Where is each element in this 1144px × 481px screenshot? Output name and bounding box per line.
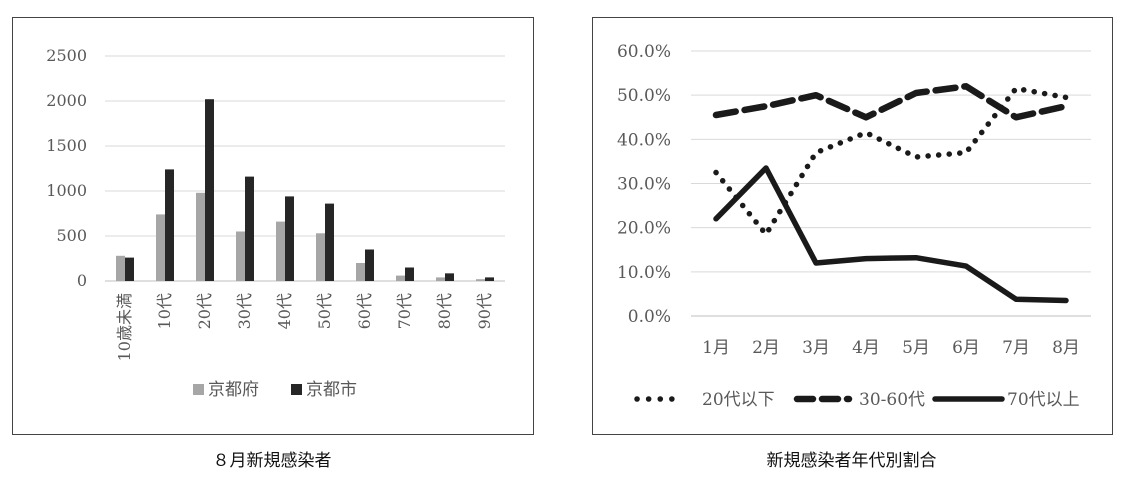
bar-kyoto-city (285, 196, 294, 281)
y-tick-label: 2000 (46, 91, 87, 110)
line-chart-panel: 0.0% 10.0% 20.0% 30.0% 40.0% 50.0% 60.0% 1月 2月 3月… (592, 17, 1113, 435)
x-category-label: 20代 (195, 293, 214, 329)
y-tick-label: 10.0% (617, 263, 671, 283)
legend-swatch (193, 384, 204, 395)
x-category-label: 10歳未満 (115, 293, 134, 361)
bar-kyoto-city (205, 99, 214, 281)
legend-label: 京都市 (306, 380, 357, 400)
series-line-solid (713, 165, 1069, 304)
x-category-label: 30代 (235, 293, 254, 329)
bar-kyoto-city (125, 257, 134, 281)
x-category-label: 2月 (752, 338, 780, 358)
y-tick-label: 20.0% (617, 219, 671, 239)
bar-kyoto-pref (156, 214, 165, 281)
x-category-label: 7月 (1002, 338, 1030, 358)
bar-kyoto-pref (396, 275, 405, 281)
x-category-label: 5月 (902, 338, 930, 358)
legend-label: 30-60代 (859, 390, 925, 410)
legend-swatch (291, 384, 302, 395)
bar-kyoto-pref (316, 233, 325, 281)
bar-kyoto-city (405, 267, 414, 281)
x-category-label: 90代 (475, 293, 494, 329)
x-category-label: 3月 (802, 338, 830, 358)
x-category-label: 10代 (155, 293, 174, 329)
bar-chart: 0 500 1000 1500 2000 2500 10歳未満 10代 20代 30代 40代 50代… (46, 46, 505, 400)
bar-kyoto-city (245, 176, 254, 281)
series-line-dotted (713, 85, 1069, 238)
y-tick-label: 500 (56, 226, 87, 245)
bar-kyoto-city (325, 203, 334, 281)
y-tick-label: 60.0% (617, 42, 671, 62)
line-chart: 0.0% 10.0% 20.0% 30.0% 40.0% 50.0% 60.0% 1月 2月 3月… (617, 42, 1091, 410)
bar-kyoto-pref (116, 255, 125, 281)
series-line-dashed (712, 83, 1070, 121)
y-tick-label: 1500 (46, 136, 87, 155)
legend-label: 京都府 (208, 380, 259, 400)
y-tick-label: 2500 (46, 46, 87, 65)
x-category-label: 50代 (315, 293, 334, 329)
y-tick-label: 1000 (46, 181, 87, 200)
x-category-label: 1月 (702, 338, 730, 358)
x-category-label: 60代 (355, 293, 374, 329)
y-tick-label: 40.0% (617, 130, 671, 150)
bar-kyoto-pref (236, 231, 245, 281)
bar-kyoto-pref (276, 221, 285, 281)
x-category-label: 40代 (275, 293, 294, 329)
bar-kyoto-city (485, 277, 494, 281)
legend-label: 20代以下 (702, 390, 775, 410)
y-tick-label: 30.0% (617, 175, 671, 195)
bar-kyoto-pref (436, 277, 445, 281)
x-category-label: 4月 (852, 338, 880, 358)
x-category-label: 80代 (435, 293, 454, 329)
bar-kyoto-pref (476, 279, 485, 281)
bar-kyoto-city (365, 249, 374, 281)
bar-chart-panel: 0 500 1000 1500 2000 2500 10歳未満 10代 20代 30代 40代 50代… (12, 17, 534, 435)
bar-chart-caption: ８月新規感染者 (212, 451, 332, 471)
bar-kyoto-pref (196, 192, 205, 281)
y-tick-label: 50.0% (617, 86, 671, 106)
y-tick-label: 0 (77, 271, 87, 290)
x-category-label: 8月 (1052, 338, 1080, 358)
x-category-label: 6月 (952, 338, 980, 358)
legend-label: 70代以上 (1007, 390, 1080, 410)
bar-kyoto-pref (356, 263, 365, 281)
bar-kyoto-city (445, 273, 454, 281)
x-category-label: 70代 (395, 293, 414, 329)
bar-kyoto-city (165, 169, 174, 281)
line-chart-caption: 新規感染者年代別割合 (766, 451, 937, 471)
y-tick-label: 0.0% (628, 307, 671, 327)
